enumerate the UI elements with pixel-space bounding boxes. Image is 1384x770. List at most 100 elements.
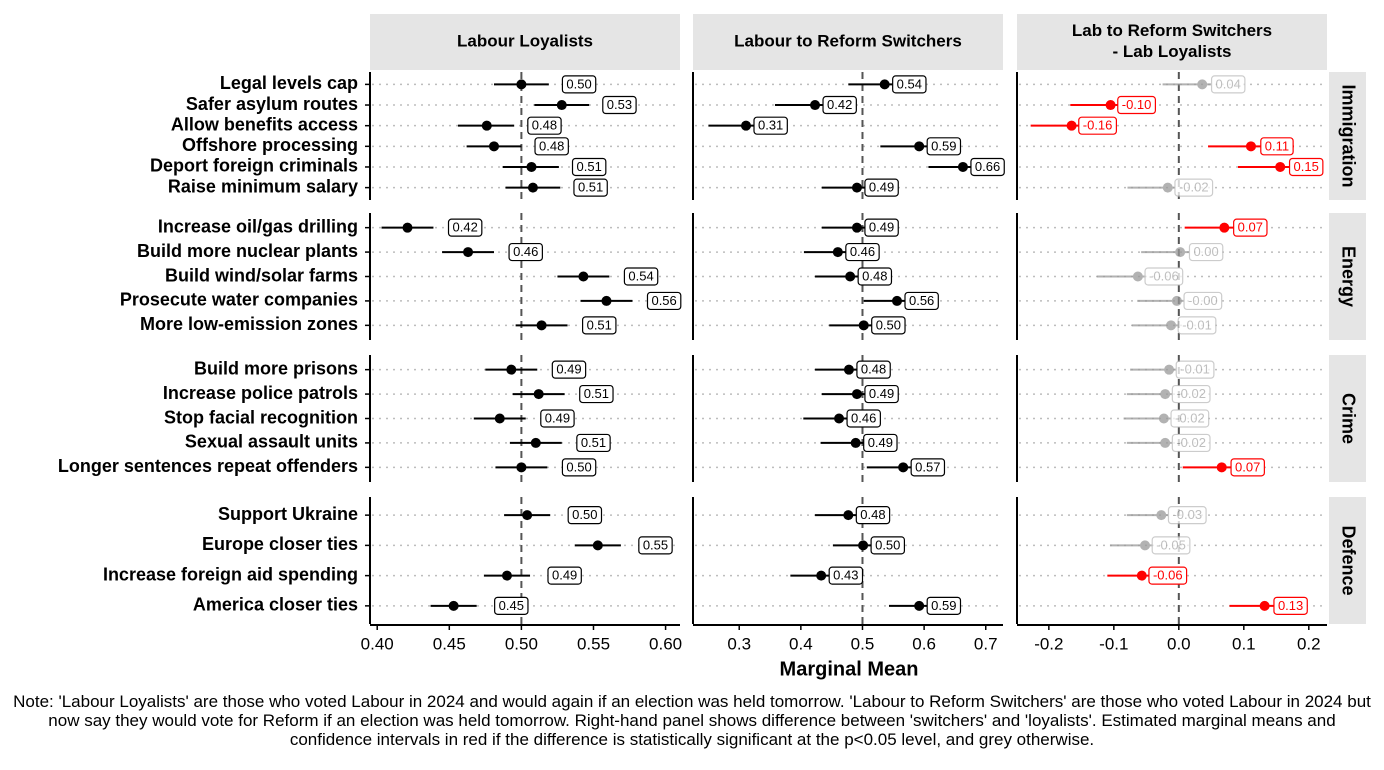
value-label: 0.45: [499, 598, 524, 613]
value-label: -0.01: [1182, 317, 1212, 332]
point: [601, 295, 612, 306]
value-label: -0.00: [1188, 293, 1218, 308]
value-label-box: [926, 137, 962, 156]
point: [1275, 161, 1286, 172]
point: [501, 570, 512, 581]
value-label: -0.02: [1176, 386, 1206, 401]
point: [522, 510, 533, 521]
point: [1175, 247, 1186, 258]
value-label-box: [1117, 95, 1157, 115]
value-label-box: [646, 291, 682, 311]
value-label: -0.16: [1083, 118, 1113, 133]
estimate: 0.57: [866, 458, 946, 477]
estimate: 0.48: [457, 116, 562, 135]
value-label: -0.02: [1176, 435, 1206, 450]
x-tick-label: 0.60: [649, 634, 682, 653]
value-label-box: [581, 316, 617, 335]
value-label-box: [1171, 384, 1211, 404]
point: [741, 120, 752, 131]
value-label: 0.48: [532, 118, 557, 133]
estimate: -0.16: [1030, 116, 1118, 135]
value-label-box: [567, 506, 603, 525]
estimate: 0.48: [466, 137, 569, 156]
point: [489, 141, 499, 152]
value-label-box: [508, 242, 543, 262]
estimate: 0.56: [863, 291, 939, 311]
value-label: 0.50: [875, 537, 900, 552]
point: [1156, 510, 1167, 521]
estimate: 0.42: [774, 95, 857, 115]
y-tick-label: Increase oil/gas drilling: [158, 216, 358, 236]
value-label: 0.48: [862, 268, 887, 283]
point: [463, 247, 474, 258]
point: [1216, 462, 1227, 473]
estimate: -0.02: [1127, 178, 1214, 197]
y-tick-label: Offshore processing: [182, 135, 358, 155]
estimate: -0.00: [1137, 291, 1223, 311]
value-label: 0.48: [860, 507, 885, 522]
estimate: -0.06: [1096, 267, 1184, 286]
value-label-box: [1167, 506, 1207, 525]
y-tick-label: Allow benefits access: [171, 114, 358, 134]
estimate: 0.42: [381, 218, 483, 237]
point: [1162, 182, 1173, 193]
x-tick-label: 0.5: [851, 634, 875, 653]
value-label: 0.50: [876, 317, 901, 332]
point: [1160, 389, 1171, 400]
point: [516, 79, 527, 90]
point: [533, 389, 544, 400]
estimate: -0.01: [1132, 316, 1217, 335]
facet-label: Defence: [1338, 525, 1358, 595]
value-label: -0.10: [1122, 97, 1152, 112]
estimate: -0.01: [1130, 360, 1215, 379]
value-label: 0.57: [915, 459, 940, 474]
estimate: 0.49: [821, 218, 899, 237]
point: [516, 462, 527, 473]
estimate: 0.48: [815, 360, 891, 379]
point: [556, 100, 567, 111]
point: [592, 540, 603, 551]
value-label-box: [864, 178, 899, 197]
point: [858, 320, 869, 331]
point: [1136, 570, 1147, 581]
facet-strip: [1329, 72, 1366, 200]
x-tick-label: 0.45: [433, 634, 466, 653]
x-tick-label: 0.2: [1297, 634, 1321, 653]
estimate: -0.06: [1107, 566, 1188, 585]
value-label: 0.31: [758, 118, 783, 133]
estimate: 0.66: [928, 157, 1005, 177]
point: [506, 364, 517, 375]
x-tick-label: 0.0: [1167, 634, 1191, 653]
point: [527, 182, 538, 193]
value-label-box: [547, 566, 582, 585]
y-tick-label: Sexual assault units: [185, 432, 358, 452]
value-label-box: [579, 384, 614, 404]
point: [1105, 100, 1116, 111]
estimate: 0.56: [580, 291, 682, 311]
value-label: 0.56: [909, 293, 934, 308]
value-label: -0.06: [1149, 268, 1179, 283]
value-label-box: [576, 433, 611, 453]
point: [891, 295, 902, 306]
point: [1166, 320, 1177, 331]
x-tick-label: -0.2: [1034, 634, 1063, 653]
value-label-box: [1273, 596, 1308, 615]
value-label-box: [822, 95, 857, 115]
estimate: 0.15: [1237, 157, 1324, 177]
value-label-box: [871, 316, 906, 335]
value-label: 0.54: [628, 268, 653, 283]
value-label-box: [623, 267, 659, 286]
value-label-box: [1288, 157, 1324, 177]
point: [843, 364, 854, 375]
value-label: -0.02: [1175, 410, 1205, 425]
point: [1164, 364, 1175, 375]
value-label-box: [753, 116, 788, 135]
estimate: 0.50: [495, 458, 597, 477]
y-tick-label: Stop facial recognition: [164, 407, 358, 427]
value-label: 0.54: [897, 76, 922, 91]
y-tick-label: Build more prisons: [194, 358, 358, 378]
estimate: 0.46: [442, 242, 543, 262]
estimate: 0.59: [880, 137, 962, 156]
panel-title: - Lab Loyalists: [1112, 42, 1231, 61]
